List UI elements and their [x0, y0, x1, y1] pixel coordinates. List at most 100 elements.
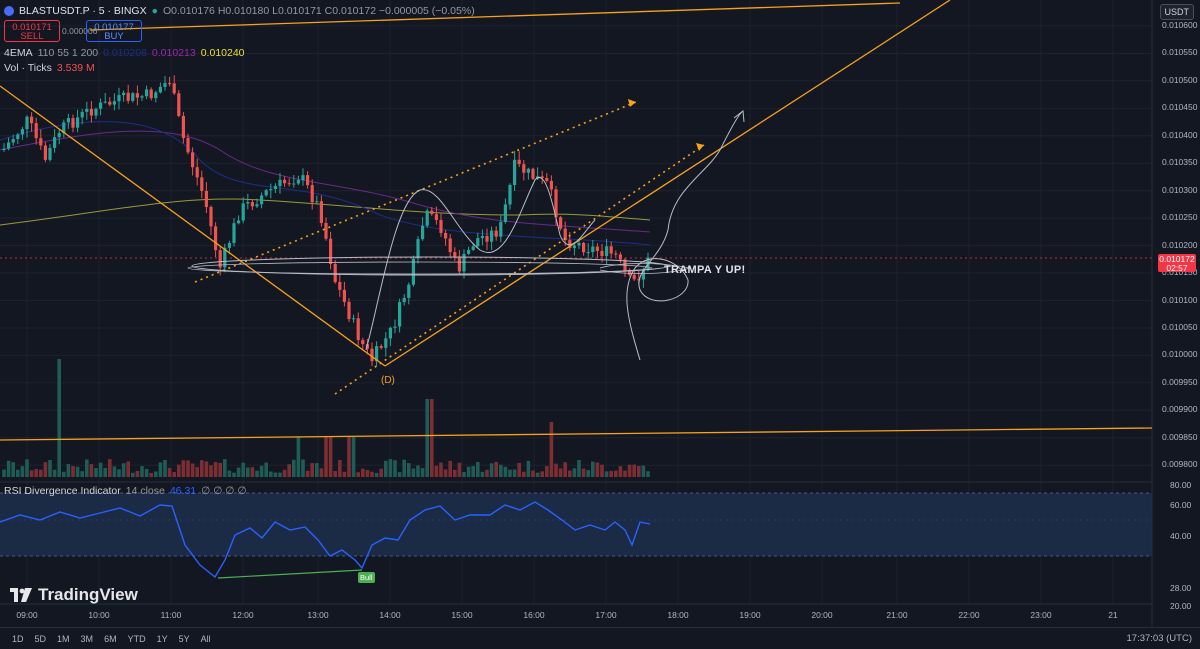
timeframe-3m-button[interactable]: 3M [80, 633, 94, 644]
volume-bar [11, 462, 15, 477]
candle-body [131, 93, 135, 101]
candle-body [7, 142, 11, 149]
currency-button[interactable]: USDT [1159, 4, 1194, 20]
ema-name: 4EMA [4, 47, 33, 59]
candle-body [503, 204, 507, 222]
tradingview-logo[interactable]: TradingView [10, 585, 138, 605]
time-tick-label: 17:00 [595, 610, 617, 620]
symbol-title[interactable]: BLASTUSDT.P · 5 · BINGX [19, 5, 147, 17]
candle-body [388, 327, 392, 339]
candle-body [540, 176, 544, 178]
volume-bar [448, 460, 452, 477]
candle-body [241, 203, 245, 221]
candle-body [80, 111, 84, 118]
candle-body [356, 318, 360, 341]
clock[interactable]: 17:37:03 (UTC) [1126, 633, 1192, 644]
sell-button[interactable]: 0.010171 SELL [4, 20, 60, 42]
time-tick-label: 10:00 [88, 610, 110, 620]
volume-bar [595, 462, 600, 477]
range-ellipse [191, 256, 669, 276]
volume-bar [609, 470, 613, 477]
volume-bar [641, 465, 646, 477]
price-tick-label: 0.010450 [1162, 102, 1198, 113]
candle-body [177, 93, 181, 116]
symbol-legend[interactable]: BLASTUSDT.P · 5 · BINGX ● O0.010176 H0.0… [4, 5, 475, 17]
timeframe-1m-button[interactable]: 1M [57, 633, 70, 644]
volume-bar [416, 465, 420, 477]
timeframe-1y-button[interactable]: 1Y [156, 633, 168, 644]
volume-bar [255, 470, 259, 477]
volume-bar [135, 470, 140, 477]
volume-bar [466, 466, 471, 477]
timeframe-6m-button[interactable]: 6M [104, 633, 117, 644]
candle-body [393, 326, 397, 328]
countdown-value: 02:57 [1166, 262, 1188, 273]
market-status-icon: ● [151, 5, 158, 17]
time-tick-label: 21 [1108, 610, 1118, 620]
candle-body [425, 210, 429, 226]
candle-body [122, 92, 126, 96]
current-price-value: 0.010172 [1159, 254, 1195, 264]
candle-body [370, 348, 374, 362]
candle-body [522, 164, 526, 173]
bull-divergence-line [217, 569, 363, 579]
candle-body [586, 252, 590, 254]
volume-bar [213, 462, 218, 477]
candle-body [453, 252, 457, 257]
candle-body [315, 201, 319, 203]
buy-label: BUY [104, 31, 124, 42]
volume-bar [57, 359, 61, 477]
candle-body [582, 242, 586, 253]
candle-body [62, 122, 66, 134]
candle-body [103, 101, 107, 103]
timeframe-5d-button[interactable]: 5D [34, 633, 47, 644]
volume-name: Vol · Ticks [4, 62, 52, 74]
volume-bar [296, 437, 301, 477]
volume-bar [577, 460, 581, 477]
volume-bar [149, 472, 153, 477]
volume-bar [232, 472, 236, 477]
candle-body [338, 282, 342, 290]
volume-bar [85, 459, 89, 477]
rsi-legend[interactable]: RSI Divergence Indicator 14 close 46.31 … [4, 485, 246, 497]
ascending-trendline [384, 0, 951, 367]
volume-bar [471, 466, 475, 477]
volume-legend[interactable]: Vol · Ticks 3.539 M [4, 62, 95, 74]
timeframe-ytd-button[interactable]: YTD [127, 633, 146, 644]
volume-bar [342, 471, 347, 477]
candle-body [172, 83, 176, 94]
price-tick-label: 0.009900 [1162, 404, 1198, 415]
price-tick-label: 0.010200 [1162, 239, 1198, 250]
candle-body [430, 210, 434, 215]
buy-button[interactable]: 0.010177 BUY [86, 20, 142, 42]
candle-body [76, 117, 80, 128]
candle-body [163, 83, 167, 87]
volume-bar [637, 465, 641, 477]
candle-body [416, 239, 420, 259]
volume-bar [34, 469, 38, 477]
volume-bar [512, 469, 517, 477]
trap-note: TRAMPA Y UP! [664, 264, 746, 276]
ema-params: 110 55 1 200 [37, 47, 99, 59]
candle-body [94, 108, 98, 116]
timeframe-all-button[interactable]: All [200, 633, 211, 644]
price-tick-label: 0.009850 [1162, 431, 1198, 442]
volume-bar [140, 466, 144, 477]
time-tick-label: 12:00 [232, 610, 254, 620]
range-ellipse-inner [187, 261, 653, 275]
volume-bar [351, 437, 356, 477]
volume-bar [112, 466, 117, 477]
volume-bar [623, 470, 627, 477]
volume-bar [517, 462, 521, 477]
timeframe-5y-button[interactable]: 5Y [178, 633, 190, 644]
volume-bars [2, 359, 650, 477]
candle-body [549, 180, 553, 190]
timeframe-1d-button[interactable]: 1D [12, 633, 24, 644]
support-trendline [0, 427, 1153, 441]
candle-body [490, 230, 494, 242]
rsi-tick-label: 28.00 [1170, 583, 1192, 593]
rsi-value: 46.31 [169, 485, 197, 497]
volume-bar [241, 462, 245, 477]
ema-legend[interactable]: 4EMA 110 55 1 200 0.010208 0.010213 0.01… [4, 47, 245, 59]
